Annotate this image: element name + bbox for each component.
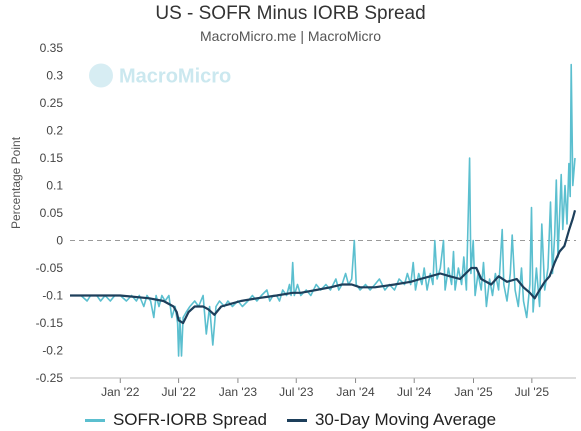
x-tick-label: Jan '23: [219, 385, 258, 399]
x-tick-label: Jan '24: [336, 385, 375, 399]
x-tick-label: Jan '22: [101, 385, 140, 399]
y-tick-label: 0: [56, 234, 63, 248]
y-tick-label: -0.1: [42, 289, 63, 303]
x-tick-label: Jul '23: [279, 385, 314, 399]
y-tick-label: -0.15: [36, 316, 64, 330]
legend-swatch-spread: [84, 418, 105, 422]
y-axis-label: Percentage Point: [9, 136, 23, 229]
watermark-text: MacroMicro: [119, 66, 231, 88]
y-tick-label: 0.05: [40, 206, 64, 220]
x-tick-label: Jan '25: [454, 385, 493, 399]
x-tick-label: Jul '25: [515, 385, 550, 399]
chart-title: US - SOFR Minus IORB Spread: [155, 3, 426, 24]
legend-item-moving-average[interactable]: 30-Day Moving Average: [286, 410, 497, 430]
legend-label-spread: SOFR-IORB Spread: [112, 410, 267, 429]
legend-swatch-moving-average: [286, 418, 307, 422]
y-tick-label: -0.05: [36, 261, 64, 275]
chart-subtitle: MacroMicro.me | MacroMicro: [200, 28, 381, 44]
watermark-logo-icon: [89, 63, 113, 88]
moving-average-series-line[interactable]: [70, 210, 577, 325]
y-tick-label: 0.15: [40, 151, 64, 165]
legend: SOFR-IORB Spread 30-Day Moving Average: [0, 410, 581, 430]
legend-item-spread[interactable]: SOFR-IORB Spread: [84, 410, 267, 430]
y-tick-label: -0.25: [36, 371, 64, 385]
y-tick-label: 0.2: [46, 124, 63, 138]
y-tick-label: -0.2: [42, 344, 63, 358]
spread-series-line[interactable]: [70, 63, 576, 357]
y-tick-label: 0.3: [46, 69, 63, 83]
y-tick-label: 0.1: [46, 179, 63, 193]
x-tick-label: Jul '22: [161, 385, 196, 399]
legend-label-moving-average: 30-Day Moving Average: [314, 410, 497, 429]
y-tick-label: 0.35: [40, 41, 64, 55]
y-tick-label: 0.25: [40, 96, 64, 110]
x-tick-label: Jul '24: [397, 385, 432, 399]
